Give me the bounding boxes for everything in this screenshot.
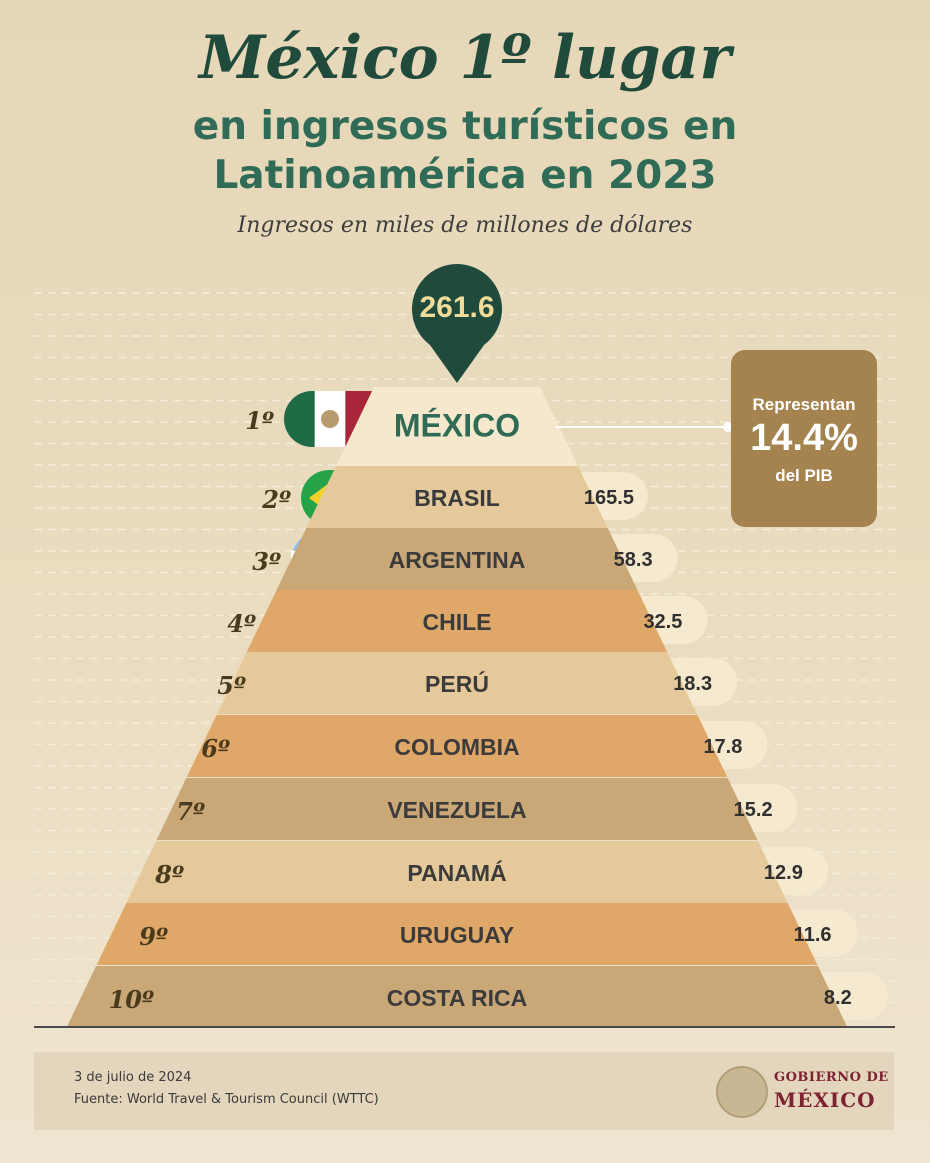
gov-logo-line2: MÉXICO — [774, 1088, 876, 1112]
title: México 1º lugar — [198, 23, 732, 93]
mexico-pin-marker — [411, 264, 502, 383]
value-label-uruguay: 11.6 — [794, 924, 832, 946]
rank-label-colombia: 6º — [201, 734, 230, 763]
units-label: Ingresos en miles de millones de dólares — [237, 213, 693, 238]
flag-mxico-stripe — [284, 391, 315, 447]
rank-label-costarica: 10º — [109, 985, 154, 1014]
pib-callout-value: 14.4% — [750, 417, 858, 459]
flag-mxico-emblem-icon — [321, 410, 339, 428]
rank-label-argentina: 3º — [252, 547, 281, 576]
category-label-colombia: COLOMBIA — [394, 734, 519, 760]
value-label-panam: 12.9 — [764, 862, 803, 884]
value-label-argentina: 58.3 — [614, 549, 653, 571]
category-label-per: PERÚ — [425, 670, 489, 697]
bar-colombia — [186, 715, 728, 777]
pib-callout-line2: del PIB — [775, 466, 833, 485]
bar-mxico — [336, 387, 578, 466]
value-label-chile: 32.5 — [643, 611, 682, 633]
bar-per — [217, 652, 697, 714]
rank-label-chile: 4º — [227, 609, 256, 638]
rank-label-venezuela: 7º — [176, 797, 205, 826]
footer-source: Fuente: World Travel & Tourism Council (… — [74, 1092, 379, 1107]
value-label-colombia: 17.8 — [703, 736, 742, 758]
pib-callout-line1: Representan — [753, 395, 856, 414]
callout-connector-dot — [723, 422, 733, 432]
ranking-chart: MÉXICO1ºBRASIL2º165.5ARGENTINA3º58.3★CHI… — [34, 264, 895, 1028]
bar-panam — [126, 841, 788, 903]
value-label-mexico: 261.6 — [419, 291, 494, 324]
bar-chile — [246, 590, 668, 652]
category-label-mxico: MÉXICO — [394, 408, 520, 444]
bar-brasil — [306, 466, 608, 528]
value-label-venezuela: 15.2 — [734, 799, 773, 821]
bar-costarica — [66, 966, 848, 1028]
rank-label-mxico: 1º — [245, 406, 274, 435]
category-label-chile: CHILE — [423, 609, 492, 635]
bar-uruguay — [96, 903, 818, 965]
rank-label-uruguay: 9º — [139, 922, 168, 951]
rank-label-panam: 8º — [154, 860, 184, 889]
government-seal-icon — [716, 1066, 768, 1118]
category-label-uruguay: URUGUAY — [400, 922, 514, 948]
bar-venezuela — [156, 778, 758, 840]
footer-date: 3 de julio de 2024 — [74, 1070, 192, 1085]
category-label-venezuela: VENEZUELA — [387, 797, 526, 823]
category-label-costarica: COSTA RICA — [387, 985, 528, 1011]
category-label-panam: PANAMÁ — [407, 859, 506, 886]
value-label-brasil: 165.5 — [584, 487, 634, 509]
category-label-brasil: BRASIL — [414, 485, 500, 511]
pib-callout — [731, 350, 877, 527]
subtitle-line-2: Latinoamérica en 2023 — [213, 153, 717, 198]
footer: 3 de julio de 2024 Fuente: World Travel … — [34, 1052, 894, 1130]
rank-label-brasil: 2º — [261, 485, 291, 514]
category-label-argentina: ARGENTINA — [389, 547, 526, 573]
bar-argentina — [276, 528, 638, 590]
rank-label-per: 5º — [217, 671, 246, 700]
gov-logo-line1: GOBIERNO DE — [774, 1070, 889, 1085]
value-label-costarica: 8.2 — [824, 987, 852, 1009]
subtitle-line-1: en ingresos turísticos en — [192, 104, 738, 149]
value-label-per: 18.3 — [673, 673, 712, 695]
